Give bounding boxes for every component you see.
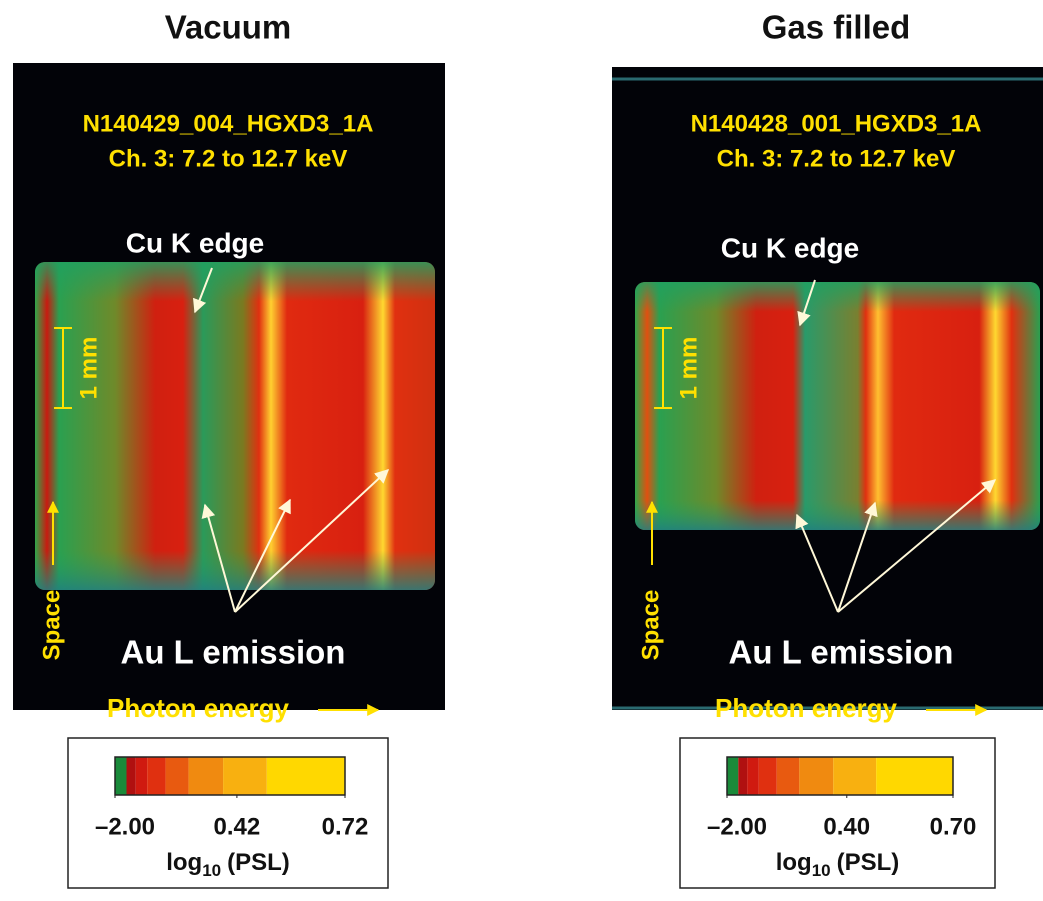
- colorbar-label: log10 (PSL): [776, 849, 900, 880]
- colorbar-label: log10 (PSL): [166, 849, 290, 880]
- band-edge: [35, 262, 435, 590]
- figure: Vacuum N140429_004_HGXD3_1A Ch. 3: 7.2 to …: [0, 0, 1043, 896]
- colorbar-segment: [147, 757, 165, 795]
- channel: Ch. 3: 7.2 to 12.7 keV: [109, 145, 348, 172]
- emission-label: Au L emission: [729, 634, 954, 671]
- panel-title: Vacuum: [165, 9, 292, 46]
- colorbar-tick-label: 0.70: [930, 813, 977, 840]
- colorbar-segment: [115, 757, 127, 795]
- y-axis-label: Space: [38, 590, 65, 661]
- colorbar-tick-label: –2.00: [707, 813, 767, 840]
- x-axis-label: Photon energy: [715, 693, 898, 723]
- edge-label: Cu K edge: [126, 227, 264, 258]
- colorbar-label-base: log: [166, 849, 202, 876]
- colorbar-label-unit: (PSL): [837, 849, 900, 876]
- panel-title: Gas filled: [762, 9, 911, 46]
- colorbar-segment: [799, 757, 833, 795]
- colorbar-segment: [777, 757, 800, 795]
- colorbar-segment: [876, 757, 953, 795]
- colorbar-segment: [833, 757, 876, 795]
- colorbar-segment: [759, 757, 777, 795]
- colorbar-tick-label: –2.00: [95, 813, 155, 840]
- colorbar-segment: [136, 757, 148, 795]
- colorbar-label-unit: (PSL): [227, 849, 290, 876]
- colorbar-segment: [223, 757, 267, 795]
- colorbar-segment: [267, 757, 345, 795]
- edge-label: Cu K edge: [721, 232, 859, 263]
- colorbar-tick-label: 0.40: [823, 813, 870, 840]
- channel: Ch. 3: 7.2 to 12.7 keV: [717, 145, 956, 172]
- colorbar-segment: [747, 757, 758, 795]
- scale-label: 1 mm: [675, 337, 702, 400]
- colorbar-label-sub: 10: [202, 861, 221, 880]
- colorbar-segment: [738, 757, 747, 795]
- colorbar-segment: [189, 757, 224, 795]
- emission-label: Au L emission: [121, 634, 346, 671]
- scale-label: 1 mm: [75, 337, 102, 400]
- colorbar-segment: [166, 757, 189, 795]
- y-axis-label: Space: [637, 590, 664, 661]
- colorbar-segment: [727, 757, 738, 795]
- colorbar-label-base: log: [776, 849, 812, 876]
- shot-id: N140428_001_HGXD3_1A: [691, 110, 982, 137]
- x-axis-label: Photon energy: [107, 693, 290, 723]
- shot-id: N140429_004_HGXD3_1A: [83, 110, 374, 137]
- colorbar-segment: [127, 757, 136, 795]
- colorbar-tick-label: 0.42: [214, 813, 261, 840]
- colorbar-label-sub: 10: [812, 861, 831, 880]
- colorbar-tick-label: 0.72: [322, 813, 369, 840]
